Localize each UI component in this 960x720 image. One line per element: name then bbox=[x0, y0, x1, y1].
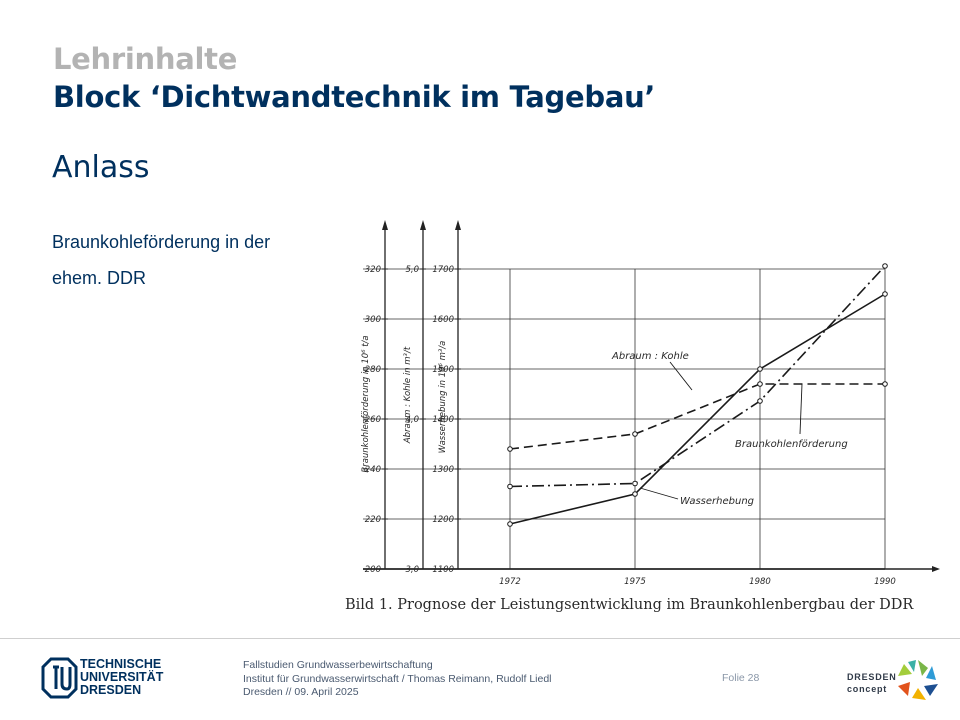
data-point bbox=[632, 480, 638, 487]
data-point bbox=[507, 483, 513, 490]
data-point bbox=[632, 431, 638, 437]
footer-divider bbox=[0, 638, 960, 639]
y-tick-label: 200 bbox=[365, 565, 381, 575]
y-tick-label: 280 bbox=[365, 365, 381, 375]
y-tick-label: 220 bbox=[365, 515, 381, 525]
y-axis-title: Braunkohlenförderung in 10⁶ t/a bbox=[361, 335, 371, 472]
series-line bbox=[509, 265, 886, 488]
y-tick-label: 1600 bbox=[432, 315, 454, 325]
y-tick-label: 1100 bbox=[432, 565, 454, 575]
y-tick-label: 1500 bbox=[432, 365, 454, 375]
y-axis-arrow bbox=[382, 220, 388, 230]
series-label: Braunkohlenförderung bbox=[735, 439, 848, 450]
x-tick-label: 1975 bbox=[624, 577, 646, 587]
x-tick-label: 1990 bbox=[874, 577, 896, 587]
data-point bbox=[757, 381, 763, 387]
series-line bbox=[509, 293, 886, 525]
slide-kicker: Lehrinhalte bbox=[53, 42, 238, 76]
x-axis-arrow bbox=[932, 566, 940, 572]
data-point bbox=[882, 263, 888, 269]
section-heading: Anlass bbox=[52, 150, 150, 185]
data-point bbox=[757, 366, 763, 372]
logo-line: UNIVERSITÄT bbox=[80, 670, 164, 684]
series-label: Abraum : Kohle bbox=[611, 351, 689, 362]
data-point bbox=[507, 446, 513, 452]
footer-info: Fallstudien Grundwasserbewirtschaftung I… bbox=[243, 659, 552, 700]
y-tick-label: 1300 bbox=[432, 465, 454, 475]
chart-caption: Bild 1. Prognose der Leistungsentwicklun… bbox=[345, 597, 914, 613]
y-tick-label: 1400 bbox=[432, 415, 454, 425]
data-point bbox=[882, 381, 888, 387]
x-tick-label: 1980 bbox=[749, 577, 771, 587]
data-point bbox=[632, 491, 638, 497]
x-tick-label: 1972 bbox=[499, 577, 521, 587]
y-tick-label: 300 bbox=[365, 315, 381, 325]
y-tick-label: 3,0 bbox=[405, 565, 419, 575]
y-tick-label: 260 bbox=[365, 415, 381, 425]
slide-title: Block ‘Dichtwandtechnik im Tagebau’ bbox=[53, 80, 656, 114]
footer-authors: Institut für Grundwasserwirtschaft / Tho… bbox=[243, 672, 552, 685]
series-line bbox=[509, 383, 885, 450]
tu-dresden-wordmark: TECHNISCHE UNIVERSITÄT DRESDEN bbox=[80, 658, 163, 697]
footer-date: Dresden // 09. April 2025 bbox=[243, 686, 359, 698]
callout-leader bbox=[639, 487, 679, 500]
data-point bbox=[757, 398, 763, 404]
partner-line: DRESDEN bbox=[847, 672, 897, 682]
y-tick-label: 1200 bbox=[432, 515, 454, 525]
y-tick-label: 1700 bbox=[432, 265, 454, 275]
body-line: ehem. DDR bbox=[52, 268, 147, 288]
callout-leader bbox=[669, 361, 693, 391]
y-axis-arrow bbox=[455, 220, 461, 230]
dresden-concept-wordmark: DRESDEN concept bbox=[847, 671, 897, 695]
series-label: Wasserhebung bbox=[680, 496, 754, 507]
y-axis-arrow bbox=[420, 220, 426, 230]
slide-number: Folie 28 bbox=[722, 672, 760, 684]
y-axis-title: Wasserhebung in 10⁶ m³/a bbox=[438, 341, 448, 454]
y-tick-label: 240 bbox=[365, 465, 381, 475]
line-chart: 1972 1975 1980 1990 200 220 240 260 280 300 320 Bra… bbox=[345, 220, 940, 613]
callout-leader bbox=[799, 383, 803, 435]
chart-axes bbox=[363, 220, 940, 572]
data-point bbox=[882, 291, 888, 297]
body-text: Braunkohleförderung in der ehem. DDR bbox=[52, 224, 332, 296]
dresden-concept-logo bbox=[898, 660, 938, 700]
y-tick-label: 4,0 bbox=[405, 415, 419, 425]
tu-dresden-logo bbox=[41, 657, 78, 699]
body-line: Braunkohleförderung in der bbox=[52, 232, 271, 252]
footer-course: Fallstudien Grundwasserbewirtschaftung bbox=[243, 659, 433, 671]
logo-line: DRESDEN bbox=[80, 683, 142, 697]
y-tick-label: 5,0 bbox=[405, 265, 419, 275]
logo-line: TECHNISCHE bbox=[80, 657, 162, 671]
partner-line: concept bbox=[847, 684, 888, 694]
data-point bbox=[507, 521, 513, 527]
chart-labels: 1972 1975 1980 1990 200 220 240 260 280 300 320 Bra… bbox=[361, 265, 896, 587]
y-tick-label: 320 bbox=[365, 265, 381, 275]
chart-series bbox=[507, 263, 888, 527]
y-axis-title: Abraum : Kohle in m³/t bbox=[403, 346, 413, 444]
